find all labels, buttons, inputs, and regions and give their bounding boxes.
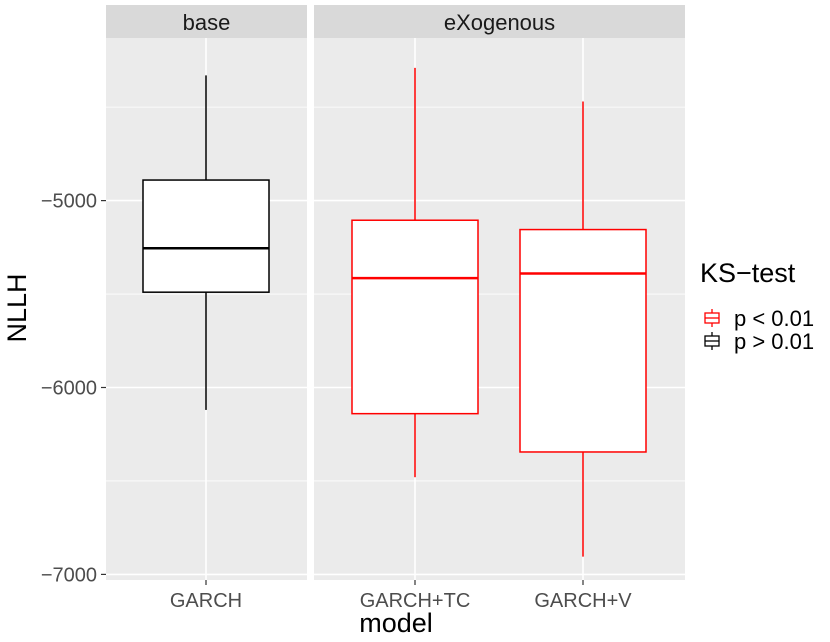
x-axis: GARCH GARCH+TC GARCH+V (170, 580, 632, 612)
boxplot-garch (142, 75, 270, 410)
legend-key (704, 309, 720, 327)
boxplot-garch-tc (351, 67, 479, 478)
legend-key (704, 332, 720, 350)
y-axis: −7000 −6000 −5000 (41, 191, 106, 586)
legend-label: p < 0.01 (734, 306, 814, 331)
facet-strip-label: eXogenous (444, 10, 555, 35)
box (351, 219, 479, 415)
legend-title: KS−test (700, 258, 796, 288)
plot-panels: base eXogenous (106, 5, 685, 580)
facet-panel-exogenous: eXogenous (314, 5, 685, 580)
legend: KS−test p < 0.01p > 0.01 (700, 258, 814, 354)
legend-label: p > 0.01 (734, 329, 814, 354)
y-tick-label: −5000 (41, 191, 97, 213)
x-axis-title: model (359, 608, 433, 638)
y-axis-title: NLLH (2, 273, 32, 342)
y-tick-label: −6000 (41, 377, 97, 399)
x-tick-label: GARCH+TC (360, 590, 471, 612)
y-tick-label: −7000 (41, 564, 97, 586)
facet-strip (106, 5, 307, 38)
x-tick-label: GARCH (170, 590, 242, 612)
facet-panel-base: base (106, 5, 307, 580)
box (519, 228, 647, 453)
facet-strip (314, 5, 685, 38)
boxplot-garch-v (519, 101, 647, 557)
x-tick-label: GARCH+V (534, 590, 632, 612)
facet-strip-label: base (183, 10, 231, 35)
box (142, 179, 270, 293)
